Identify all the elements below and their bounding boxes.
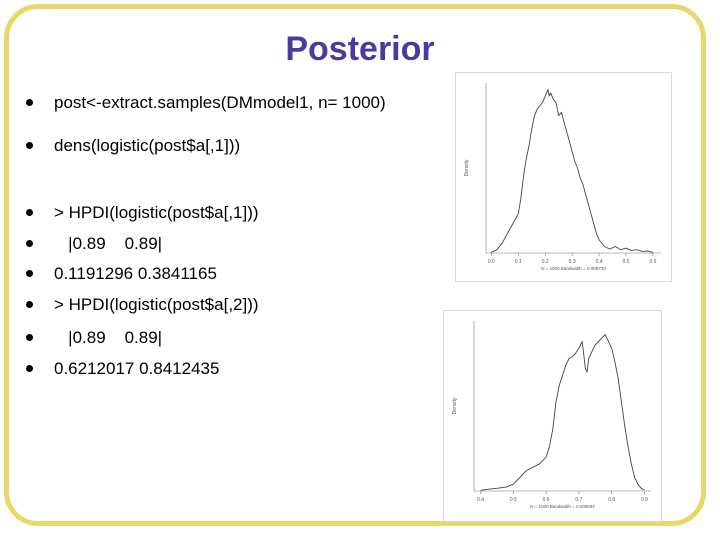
bullet-dot-icon bbox=[26, 334, 33, 342]
x-axis-label: N = 1000 Bandwidth = 0.008684 bbox=[530, 504, 595, 509]
x-tick-label: 0.6 bbox=[649, 259, 656, 265]
bullet-dot-icon bbox=[26, 365, 33, 373]
bullet-dot-icon bbox=[26, 301, 33, 309]
bullet-text: 0.6212017 0.8412435 bbox=[54, 359, 220, 378]
bullet-item: post<-extract.samples(DMmodel1, n= 1000) bbox=[26, 92, 386, 114]
bullet-item: 0.1191296 0.3841165 bbox=[26, 263, 217, 285]
x-tick-label: 0.3 bbox=[569, 259, 576, 265]
x-tick-label: 0.5 bbox=[510, 497, 517, 503]
bullet-dot-icon bbox=[26, 99, 33, 107]
bullet-text: 0.1191296 0.3841165 bbox=[54, 264, 217, 283]
x-tick-label: 0.8 bbox=[608, 497, 615, 503]
bullet-text: dens(logistic(post$a[,1])) bbox=[54, 136, 241, 155]
bullet-dot-icon bbox=[26, 209, 33, 217]
x-tick-label: 0.0 bbox=[488, 259, 495, 265]
bullet-dot-icon bbox=[26, 142, 33, 150]
density-curve bbox=[491, 89, 654, 253]
x-tick-label: 0.2 bbox=[542, 259, 549, 265]
density-chart-a1: 0.0 0.1 0.2 0.3 0.4 0.5 0.6 N = 1000 Bandwidth … bbox=[455, 72, 672, 282]
x-tick-label: 0.5 bbox=[623, 259, 630, 265]
x-tick-label: 0.1 bbox=[515, 259, 522, 265]
bullet-item: > HPDI(logistic(post$a[,2])) bbox=[26, 294, 259, 316]
bullet-item: 0.6212017 0.8412435 bbox=[26, 358, 219, 380]
x-tick-label: 0.6 bbox=[543, 497, 550, 503]
bullet-text: > HPDI(logistic(post$a[,2])) bbox=[54, 295, 259, 314]
x-tick-label: 0.4 bbox=[477, 497, 484, 503]
bullet-text: > HPDI(logistic(post$a[,1])) bbox=[54, 203, 259, 222]
x-tick-label: 0.9 bbox=[641, 497, 648, 503]
density-plot-a2: 0.4 0.5 0.6 0.7 0.8 0.9 N = 1000 Bandwidth = 0… bbox=[452, 321, 651, 509]
density-curve bbox=[480, 334, 645, 491]
bullet-item: |0.89 0.89| bbox=[26, 327, 162, 349]
density-chart-a2: 0.4 0.5 0.6 0.7 0.8 0.9 N = 1000 Bandwidth = 0… bbox=[443, 310, 662, 522]
bullet-dot-icon bbox=[26, 270, 33, 278]
slide-frame bbox=[4, 4, 706, 526]
x-tick-label: 0.7 bbox=[575, 497, 582, 503]
slide-title: Posterior bbox=[285, 30, 435, 68]
x-axis-label: N = 1000 Bandwidth = 0.009733 bbox=[541, 266, 606, 271]
density-plot-a1: 0.0 0.1 0.2 0.3 0.4 0.5 0.6 N = 1000 Bandwidth … bbox=[464, 83, 661, 271]
bullet-item: dens(logistic(post$a[,1])) bbox=[26, 135, 240, 157]
bullet-item: |0.89 0.89| bbox=[26, 233, 162, 255]
bullet-text: post<-extract.samples(DMmodel1, n= 1000) bbox=[54, 93, 386, 112]
bullet-text: |0.89 0.89| bbox=[54, 234, 163, 253]
bullet-text: |0.89 0.89| bbox=[54, 328, 163, 347]
y-axis-label: Density bbox=[464, 159, 470, 176]
bullet-item: > HPDI(logistic(post$a[,1])) bbox=[26, 202, 259, 224]
y-axis-label: Density bbox=[452, 397, 458, 414]
x-tick-label: 0.4 bbox=[596, 259, 603, 265]
bullet-dot-icon bbox=[26, 240, 33, 248]
